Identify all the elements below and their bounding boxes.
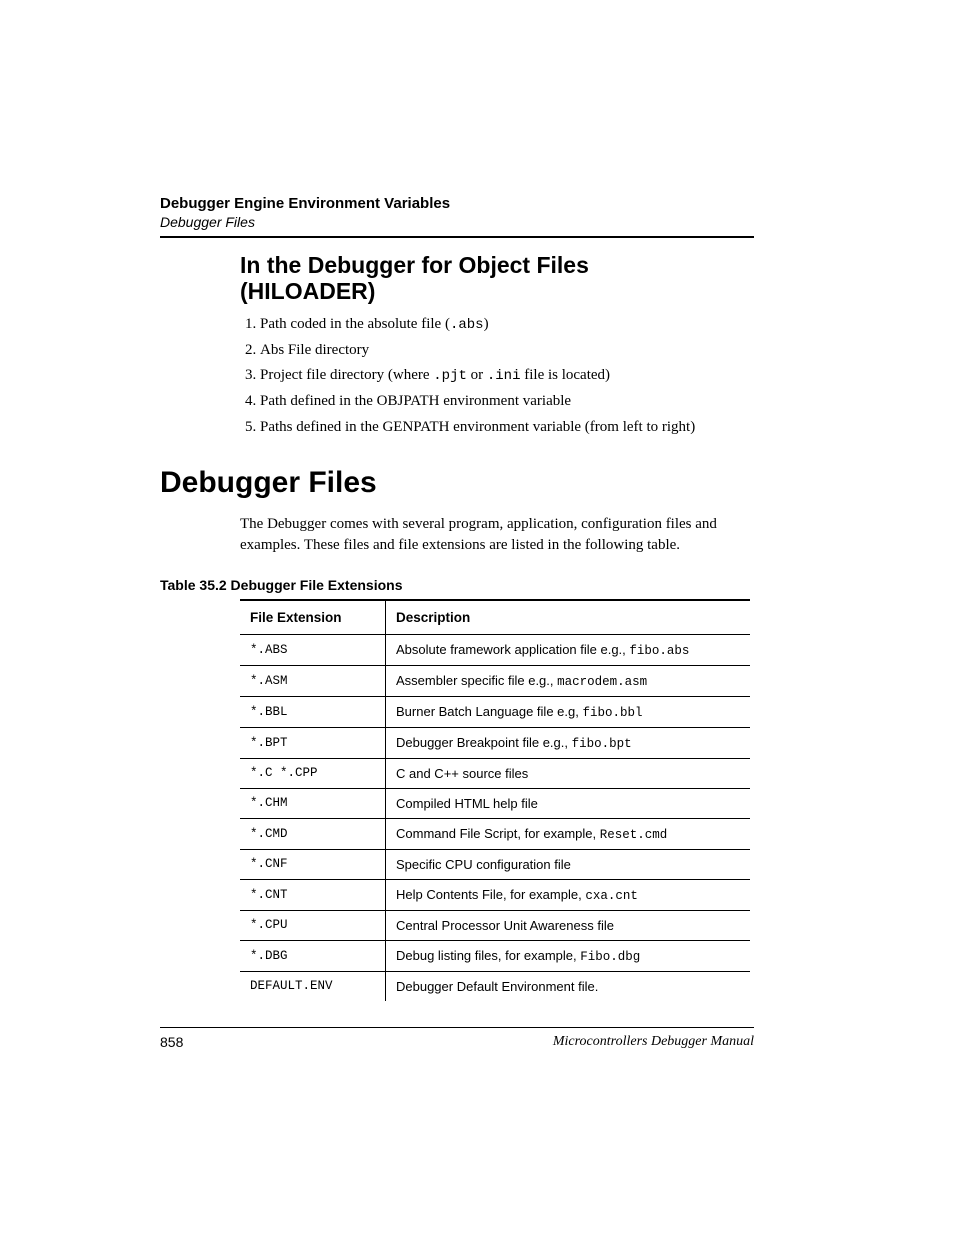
sub-heading-line1: In the Debugger for Object Files [240,252,589,278]
table-row: *.CHMCompiled HTML help file [240,788,750,818]
table-row: *.CPUCentral Processor Unit Awareness fi… [240,910,750,940]
list-item: Path coded in the absolute file (.abs) [260,313,754,336]
page-number: 858 [160,1034,183,1050]
cell-description: Absolute framework application file e.g.… [386,634,751,665]
cell-extension: *.CNT [240,879,386,910]
cell-description: Assembler specific file e.g., macrodem.a… [386,665,751,696]
table-row: *.C *.CPPC and C++ source files [240,758,750,788]
debugger-file-extensions-table: File Extension Description *.ABSAbsolute… [240,599,750,1001]
intro-paragraph: The Debugger comes with several program,… [240,514,754,555]
cell-extension: *.DBG [240,940,386,971]
cell-description: Debugger Default Environment file. [386,971,751,1001]
cell-description: Debug listing files, for example, Fibo.d… [386,940,751,971]
cell-extension: *.ASM [240,665,386,696]
cell-extension: *.CPU [240,910,386,940]
col-header-description: Description [386,600,751,635]
table-row: *.CNFSpecific CPU configuration file [240,849,750,879]
sub-heading-line2: (HILOADER) [240,278,375,304]
manual-title: Microcontrollers Debugger Manual [553,1034,754,1050]
table-caption: Table 35.2 Debugger File Extensions [160,577,754,593]
header-bold-line: Debugger Engine Environment Variables [160,195,754,212]
header-rule [160,236,754,238]
sub-heading-hiloader: In the Debugger for Object Files (HILOAD… [240,252,754,305]
hiloader-ordered-list: Path coded in the absolute file (.abs) A… [240,313,754,439]
col-header-extension: File Extension [240,600,386,635]
list-item: Project file directory (where .pjt or .i… [260,364,754,387]
cell-description: Help Contents File, for example, cxa.cnt [386,879,751,910]
table-row: *.BBLBurner Batch Language file e.g, fib… [240,696,750,727]
table-header-row: File Extension Description [240,600,750,635]
table-row: *.CNTHelp Contents File, for example, cx… [240,879,750,910]
cell-extension: *.CMD [240,818,386,849]
list-item: Abs File directory [260,339,754,362]
cell-extension: DEFAULT.ENV [240,971,386,1001]
cell-extension: *.BPT [240,727,386,758]
header-italic-line: Debugger Files [160,214,754,230]
cell-description: Central Processor Unit Awareness file [386,910,751,940]
table-row: *.ASMAssembler specific file e.g., macro… [240,665,750,696]
cell-extension: *.C *.CPP [240,758,386,788]
list-item: Path defined in the OBJPATH environment … [260,390,754,413]
table-row: *.BPTDebugger Breakpoint file e.g., fibo… [240,727,750,758]
page-container: Debugger Engine Environment Variables De… [0,0,954,1235]
cell-extension: *.CHM [240,788,386,818]
section-hiloader: In the Debugger for Object Files (HILOAD… [240,252,754,438]
main-heading-debugger-files: Debugger Files [160,466,754,500]
cell-extension: *.ABS [240,634,386,665]
cell-description: Command File Script, for example, Reset.… [386,818,751,849]
cell-extension: *.BBL [240,696,386,727]
table-row: *.DBGDebug listing files, for example, F… [240,940,750,971]
table-row: *.ABSAbsolute framework application file… [240,634,750,665]
page-header: Debugger Engine Environment Variables De… [160,195,754,230]
cell-description: Burner Batch Language file e.g, fibo.bbl [386,696,751,727]
cell-description: Compiled HTML help file [386,788,751,818]
cell-description: Debugger Breakpoint file e.g., fibo.bpt [386,727,751,758]
cell-description: Specific CPU configuration file [386,849,751,879]
list-item: Paths defined in the GENPATH environment… [260,416,754,439]
cell-description: C and C++ source files [386,758,751,788]
table-row: *.CMDCommand File Script, for example, R… [240,818,750,849]
table-row: DEFAULT.ENVDebugger Default Environment … [240,971,750,1001]
page-footer: 858 Microcontrollers Debugger Manual [160,1027,754,1050]
cell-extension: *.CNF [240,849,386,879]
